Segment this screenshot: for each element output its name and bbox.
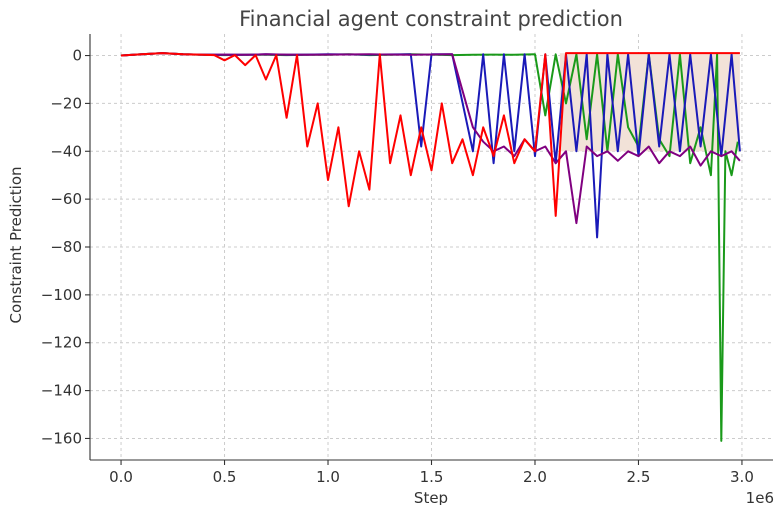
chart-title: Financial agent constraint prediction <box>239 7 623 31</box>
y-tick-label: −20 <box>50 94 82 112</box>
y-tick-label: −160 <box>41 429 82 447</box>
x-axis-label: Step <box>414 489 448 505</box>
x-tick-label: 1.5 <box>420 468 444 486</box>
x-tick-label: 1.0 <box>316 468 340 486</box>
series-line-4 <box>120 52 740 217</box>
y-tick-label: −120 <box>41 334 82 352</box>
x-tick-label: 0.0 <box>109 468 133 486</box>
y-tick-label: −140 <box>41 382 82 400</box>
x-axis-offset-label: 1e6 <box>746 489 774 505</box>
x-tick-label: 2.0 <box>523 468 547 486</box>
series-lines <box>120 52 741 442</box>
y-tick-label: −80 <box>50 238 82 256</box>
tick-labels: 0.0 0.5 1.0 1.5 2.0 2.5 3.0 0 −20 −40 −60 −80 −100 −1… <box>41 47 754 486</box>
x-tick-label: 3.0 <box>730 468 754 486</box>
axes <box>85 34 773 465</box>
y-tick-label: −40 <box>50 142 82 160</box>
y-tick-label: −100 <box>41 286 82 304</box>
y-axis-label: Constraint Prediction <box>7 166 25 323</box>
y-tick-label: 0 <box>72 47 82 65</box>
grid <box>90 34 773 460</box>
x-tick-label: 2.5 <box>627 468 651 486</box>
x-tick-label: 0.5 <box>213 468 237 486</box>
y-tick-label: −60 <box>50 190 82 208</box>
